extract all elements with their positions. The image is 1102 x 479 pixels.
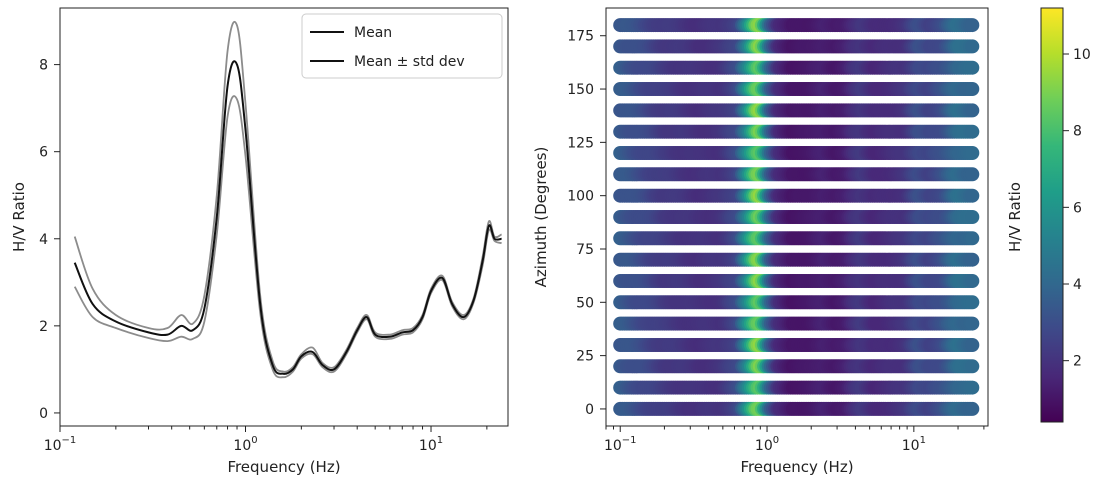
mid-y-tick-label: 25 xyxy=(576,349,594,365)
azimuth-row-80 xyxy=(613,231,980,246)
azimuth-row-150 xyxy=(613,82,980,96)
left-x-axis: 10−1 100 101 xyxy=(44,426,488,454)
colorbar-label: H/V Ratio xyxy=(1006,182,1024,252)
left-x-tick-label: 100 xyxy=(233,435,257,454)
left-x-axis-label: Frequency (Hz) xyxy=(227,458,340,476)
heatmap-point xyxy=(965,316,980,331)
left-y-tick-label: 2 xyxy=(39,319,48,335)
mid-y-axis-label: Azimuth (Degrees) xyxy=(532,147,550,288)
mid-x-tick-label: 101 xyxy=(902,435,926,454)
azimuth-row-50 xyxy=(613,295,980,310)
left-x-tick-label: 10−1 xyxy=(44,435,77,454)
mean-minus-std-line xyxy=(73,95,502,379)
legend: Mean Mean ± std dev xyxy=(301,13,503,79)
azimuth-rows xyxy=(613,18,980,416)
left-y-tick-label: 8 xyxy=(39,58,48,74)
left-axes-frame xyxy=(59,7,509,427)
colorbar-tick-label: 2 xyxy=(1073,354,1082,370)
azimuth-row-90 xyxy=(613,210,980,224)
left-y-tick-label: 4 xyxy=(39,232,48,248)
colorbar-gradient xyxy=(1040,7,1064,423)
azimuth-row-10 xyxy=(613,380,980,395)
azimuth-row-130 xyxy=(613,124,980,139)
colorbar: 2 4 6 8 10 H/V Ratio xyxy=(1006,7,1091,423)
left-y-axis: 0 2 4 6 8 xyxy=(39,58,60,422)
heatmap-point xyxy=(965,39,980,54)
heatmap-point xyxy=(965,146,980,160)
mid-y-tick-label: 125 xyxy=(567,135,594,151)
mid-x-tick-label: 10−1 xyxy=(604,435,637,454)
colorbar-tick-label: 10 xyxy=(1073,47,1091,63)
azimuth-row-40 xyxy=(613,316,980,331)
legend-mean-label: Mean xyxy=(354,25,392,41)
mid-y-axis: 0 25 50 75 100 125 150 175 xyxy=(567,29,606,418)
heatmap-point xyxy=(965,188,980,203)
heatmap-point xyxy=(965,124,980,139)
hv-curve-lines xyxy=(73,20,503,379)
mid-x-axis: 10−1 100 101 xyxy=(604,426,985,454)
mid-y-tick-label: 175 xyxy=(567,29,594,45)
heatmap-point xyxy=(965,210,980,224)
left-y-tick-label: 6 xyxy=(39,145,48,161)
azimuth-row-100 xyxy=(613,188,980,203)
mid-y-tick-label: 0 xyxy=(585,402,594,418)
mid-y-tick-label: 50 xyxy=(576,295,594,311)
left-y-tick-label: 0 xyxy=(39,406,48,422)
azimuth-heatmap-panel: 10−1 100 101 0 25 50 75 100 125 150 175 Frequency… xyxy=(532,7,989,476)
legend-std-label: Mean ± std dev xyxy=(354,54,465,70)
hv-curve-panel: 10−1 100 101 0 2 4 6 8 Frequency (Hz) H/V Rati… xyxy=(10,7,509,476)
azimuth-row-20 xyxy=(613,359,980,374)
mid-y-tick-label: 100 xyxy=(567,189,594,205)
azimuth-row-170 xyxy=(613,39,980,54)
mid-axes-frame xyxy=(605,7,989,427)
colorbar-tick-label: 6 xyxy=(1073,200,1082,216)
colorbar-tick-label: 4 xyxy=(1073,277,1082,293)
heatmap-point xyxy=(965,359,980,374)
mid-y-tick-label: 150 xyxy=(567,82,594,98)
heatmap-point xyxy=(965,103,980,118)
heatmap-point xyxy=(965,380,980,395)
azimuth-row-120 xyxy=(613,146,980,160)
heatmap-point xyxy=(965,295,980,310)
mid-x-tick-label: 100 xyxy=(755,435,779,454)
heatmap-point xyxy=(965,338,980,352)
colorbar-tick-label: 8 xyxy=(1073,124,1082,140)
left-y-axis-label: H/V Ratio xyxy=(10,182,28,252)
mean-line xyxy=(73,60,502,375)
heatmap-point xyxy=(965,60,980,75)
left-x-tick-label: 101 xyxy=(419,435,443,454)
heatmap-point xyxy=(965,82,980,96)
heatmap-point xyxy=(965,274,980,288)
mid-y-tick-label: 75 xyxy=(576,242,594,258)
azimuth-row-140 xyxy=(613,103,980,118)
heatmap-point xyxy=(965,18,980,33)
azimuth-row-60 xyxy=(613,274,980,288)
azimuth-row-110 xyxy=(613,167,980,182)
azimuth-row-70 xyxy=(613,252,980,267)
mid-x-axis-label: Frequency (Hz) xyxy=(740,458,853,476)
colorbar-axis: 2 4 6 8 10 xyxy=(1063,47,1091,370)
azimuth-row-160 xyxy=(613,60,980,75)
heatmap-point xyxy=(965,167,980,182)
legend-box xyxy=(301,13,503,79)
azimuth-row-180 xyxy=(613,18,980,33)
heatmap-point xyxy=(965,252,980,267)
heatmap-point xyxy=(965,231,980,246)
azimuth-row-30 xyxy=(613,338,980,352)
azimuth-row-0 xyxy=(613,401,980,416)
heatmap-point xyxy=(965,401,980,416)
